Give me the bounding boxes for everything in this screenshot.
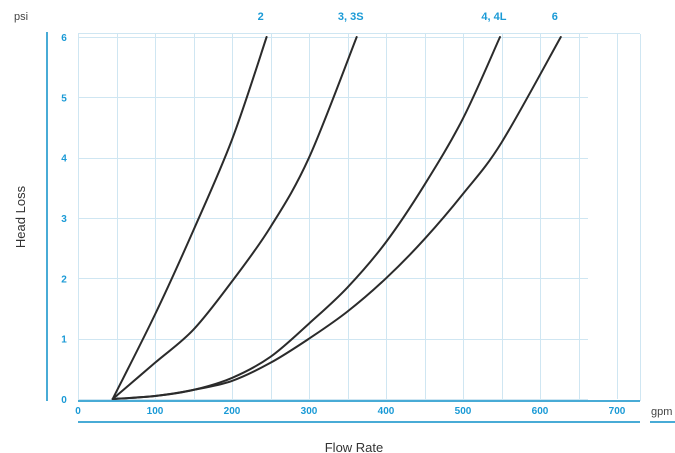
- y-tick-label: 6: [61, 33, 67, 44]
- x-tick-label: 300: [301, 406, 318, 417]
- y-tick-labels: 0 1 2 3 4 5 6: [61, 33, 67, 406]
- y-tick-label: 3: [61, 214, 67, 225]
- x-tick-label: 500: [455, 406, 472, 417]
- series-line-1: [111, 36, 268, 400]
- x-tick-label: 100: [147, 406, 164, 417]
- grid-lines: [78, 33, 641, 401]
- x-unit-label: gpm: [651, 406, 672, 418]
- series-label-3: 4, 4L: [481, 11, 506, 23]
- x-tick-label: 700: [609, 406, 626, 417]
- axes: [46, 32, 675, 423]
- x-axis-title: Flow Rate: [325, 440, 384, 453]
- series-lines: [111, 36, 562, 400]
- x-tick-label: 200: [224, 406, 241, 417]
- x-tick-labels: 0 100 200 300 400 500 600 700: [75, 406, 626, 417]
- y-axis-title: Head Loss: [13, 185, 28, 248]
- y-unit-label: psi: [14, 11, 28, 23]
- series-label-4: 6: [552, 11, 558, 23]
- x-tick-label: 0: [75, 406, 81, 417]
- y-tick-label: 0: [61, 395, 67, 406]
- x-tick-label: 600: [532, 406, 549, 417]
- series-line-4: [111, 36, 562, 400]
- series-labels: 2 3, 3S 4, 4L 6: [258, 11, 558, 23]
- x-tick-label: 400: [378, 406, 395, 417]
- series-line-2: [111, 36, 358, 400]
- y-tick-label: 5: [61, 93, 67, 104]
- series-label-2: 3, 3S: [338, 11, 364, 23]
- y-tick-label: 1: [61, 335, 67, 346]
- y-tick-label: 2: [61, 274, 67, 285]
- series-label-1: 2: [258, 11, 264, 23]
- y-tick-label: 4: [61, 154, 67, 165]
